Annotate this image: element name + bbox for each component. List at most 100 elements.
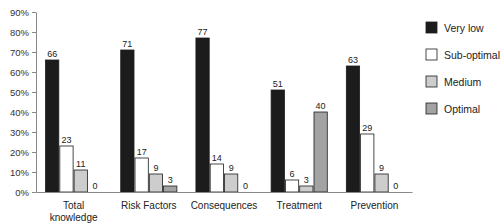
x-tick: Consequences [191,192,258,211]
legend-swatch [426,76,437,87]
bar [60,146,73,192]
y-tick-mark [32,132,36,133]
bar [164,186,177,192]
bar [389,192,402,193]
data-label: 51 [273,79,283,89]
bar [239,192,252,193]
data-label: 23 [61,135,71,145]
data-labels: 6671775163231714629119939030400 [47,27,398,191]
bar [149,174,162,192]
legend-swatch [426,103,437,114]
data-label: 63 [348,55,358,65]
legend-item: Medium [426,76,482,88]
data-label: 0 [93,181,98,191]
series [74,170,388,192]
y-tick: 0% [15,187,36,198]
data-label: 66 [47,49,57,59]
x-tick-label: Prevention [350,200,398,211]
x-tick-label: Risk Factors [121,200,177,211]
y-tick: 10% [10,167,36,178]
bar [88,192,101,193]
y-tick-mark [32,12,36,13]
legend-label: Sub-optimal [444,49,500,61]
bars [46,38,389,192]
y-tick-mark [32,112,36,113]
bar [300,186,313,192]
y-tick-label: 90% [10,7,30,18]
data-label: 3 [168,175,173,185]
x-tick-label-line: knowledge [50,212,98,223]
legend-swatch [426,49,437,60]
legend: Very low Sub-optimal Medium Optimal [426,22,500,115]
bar [375,174,388,192]
y-tick: 30% [10,127,36,138]
data-label: 0 [243,181,248,191]
y-tick-mark [32,72,36,73]
legend-item: Optimal [426,103,480,115]
series [164,112,328,192]
bar [361,134,374,192]
y-tick-mark [32,192,36,193]
bar [121,50,134,192]
bar [196,38,209,192]
data-label: 0 [393,181,398,191]
y-tick-label: 20% [10,147,30,158]
x-tick: Totalknowledge [50,192,98,223]
y-tick-label: 80% [10,27,30,38]
bar [271,90,284,192]
data-label: 77 [198,27,208,37]
data-label: 3 [304,175,309,185]
bar [346,66,359,192]
bar [74,170,87,192]
x-tick: Prevention [350,192,398,211]
bar [314,112,327,192]
y-axis-line [36,13,37,193]
data-label: 71 [122,39,132,49]
y-tick-label: 10% [10,167,30,178]
chart: 0%10%20%30%40%50%60%70%80%90%66717751632… [0,0,500,223]
data-label: 6 [290,169,295,179]
data-label: 9 [153,163,158,173]
y-tick-label: 40% [10,107,30,118]
y-tick-label: 0% [15,187,29,198]
bar [285,180,298,192]
legend-label: Optimal [444,103,480,115]
data-label: 17 [137,147,147,157]
y-axis: 0% 10% 20% 30% 40% 50% 60% 70% 80% 90% [10,7,37,198]
plot: 0%10%20%30%40%50%60%70%80%90%66717751632… [10,7,413,223]
series [46,38,360,192]
data-label: 29 [362,123,372,133]
y-tick-mark [32,32,36,33]
data-label: 14 [212,153,222,163]
y-tick-mark [32,92,36,93]
bar [135,158,148,192]
bar [46,60,59,192]
y-tick: 60% [10,67,36,78]
x-tick-label-line: Total [63,200,84,211]
y-tick-label: 50% [10,87,30,98]
legend-item: Sub-optimal [426,49,500,61]
y-tick-label: 30% [10,127,30,138]
x-axis: Totalknowledge Risk Factors Consequences Tr… [37,192,413,223]
x-tick: Risk Factors [121,192,177,211]
legend-item: Very low [426,22,484,34]
x-tick-label: Treatment [277,200,322,211]
y-tick: 80% [10,27,36,38]
data-label: 40 [316,101,326,111]
data-label: 9 [379,163,384,173]
y-tick-mark [32,152,36,153]
bar [210,164,223,192]
x-tick: Treatment [277,192,322,211]
data-label: 11 [76,159,85,169]
y-tick-mark [32,52,36,53]
legend-label: Medium [444,76,482,88]
data-label: 9 [229,163,234,173]
y-tick: 40% [10,107,36,118]
x-tick-label: Totalknowledge [50,200,98,223]
y-tick-label: 70% [10,47,30,58]
legend-swatch [426,22,437,33]
y-tick: 20% [10,147,36,158]
legend-label: Very low [444,22,484,34]
x-axis-line [37,192,413,193]
y-tick: 50% [10,87,36,98]
